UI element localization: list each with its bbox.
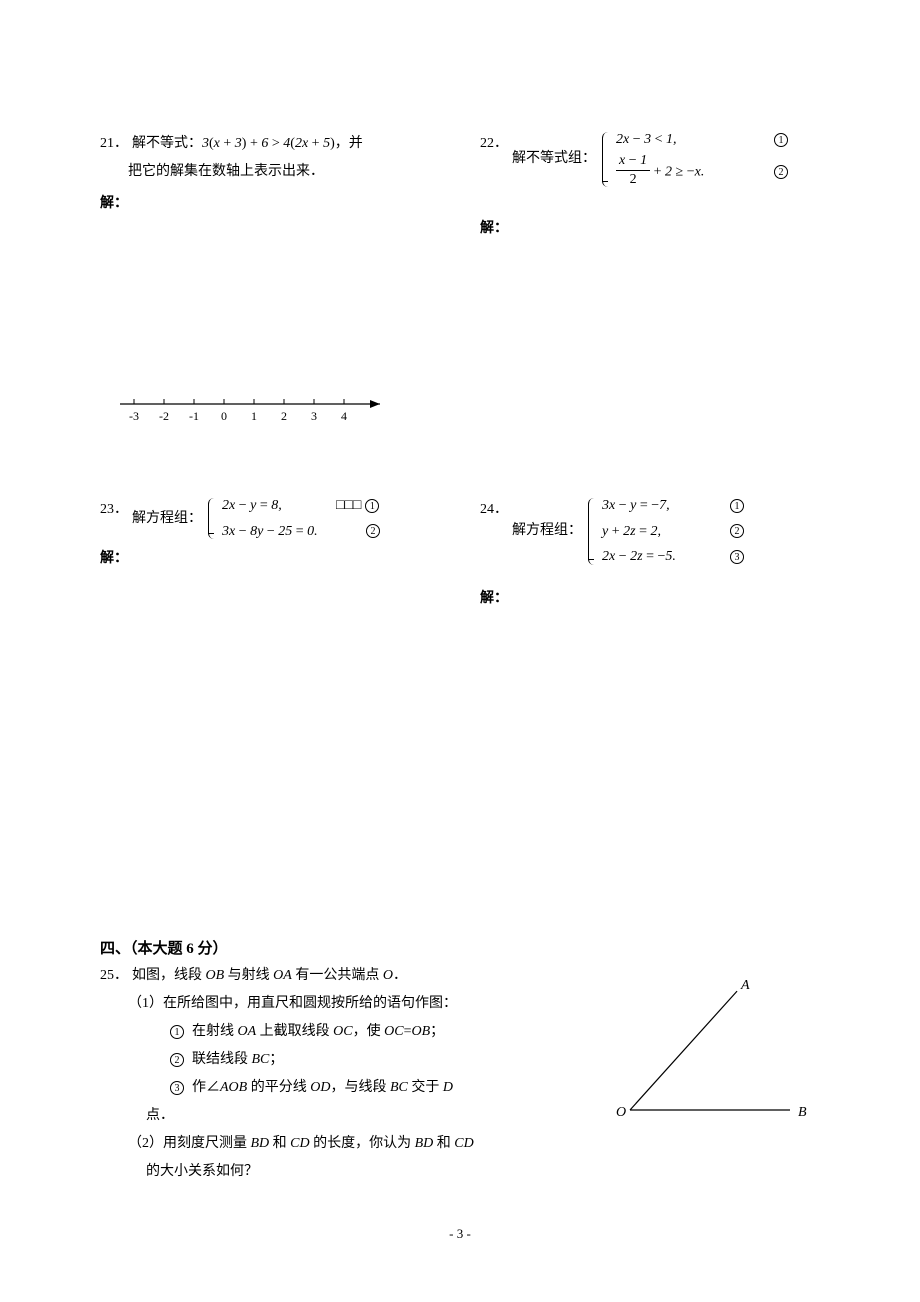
svg-text:O: O <box>616 1105 626 1120</box>
q22-eq2: x − 12 + 2 ≥ −x. <box>616 156 756 189</box>
q22-system: 2x − 3 < 1, 1 x − 12 + 2 ≥ −x. 2 <box>602 130 788 189</box>
row-q21-q22: 21． 解不等式：3(x + 3) + 6 > 4(2x + 5)，并 把它的解… <box>100 130 820 426</box>
q24-circ3: 3 <box>730 550 744 564</box>
page-footer: - 3 - <box>0 1226 920 1242</box>
q21-body: 解不等式：3(x + 3) + 6 > 4(2x + 5)，并 <box>132 130 440 158</box>
q22-body: 解不等式组： 2x − 3 < 1, 1 x − 12 + 2 ≥ <box>512 130 820 189</box>
q21-prefix: 解不等式： <box>132 136 202 151</box>
q23: 23． 解方程组： 2x − y = 8, □□□ 1 3x − 8y <box>100 496 440 607</box>
svg-text:3: 3 <box>311 409 317 423</box>
svg-text:-1: -1 <box>189 409 199 423</box>
q25-figure: A O B <box>610 960 810 1130</box>
q21-line2: 把它的解集在数轴上表示出来． <box>128 158 324 186</box>
q25-part2: （2）用刻度尺测量 BD 和 CD 的长度，你认为 BD 和 CD <box>100 1130 820 1158</box>
q24: 24． 解方程组： 3x − y = −7, 1 y + 2z = 2, 2 2x … <box>480 496 820 607</box>
svg-text:-2: -2 <box>159 409 169 423</box>
q25-number: 25． <box>100 962 128 990</box>
number-line: -3 -2 -1 0 1 2 3 4 <box>120 392 440 426</box>
q23-answer-label: 解： <box>100 547 440 567</box>
q23-boxes: □□□ <box>336 496 361 516</box>
q21-expr: 3(x + 3) + 6 > 4(2x + 5) <box>202 136 335 151</box>
q24-system: 3x − y = −7, 1 y + 2z = 2, 2 2x − 2z = −5.… <box>588 496 744 567</box>
q22-answer-label: 解： <box>480 217 820 237</box>
q24-answer-label: 解： <box>480 587 820 607</box>
q22-circ2: 2 <box>774 165 788 179</box>
q22-prefix: 解不等式组： <box>512 145 596 173</box>
row-q23-q24: 23． 解方程组： 2x − y = 8, □□□ 1 3x − 8y <box>100 496 820 607</box>
q23-body: 解方程组： 2x − y = 8, □□□ 1 3x − 8y − 25 = 0… <box>132 496 440 541</box>
svg-text:2: 2 <box>281 409 287 423</box>
q24-eq1: 3x − y = −7, <box>602 496 712 516</box>
svg-text:-3: -3 <box>129 409 139 423</box>
q23-circ2: 2 <box>366 524 380 538</box>
q24-number: 24． <box>480 496 508 524</box>
q22-circ1: 1 <box>774 133 788 147</box>
q24-body: 解方程组： 3x − y = −7, 1 y + 2z = 2, 2 2x − 2z… <box>512 496 820 567</box>
q23-prefix: 解方程组： <box>132 505 202 533</box>
q22: 22． 解不等式组： 2x − 3 < 1, 1 x − 12 <box>480 130 820 426</box>
q22-number: 22． <box>480 130 508 158</box>
q21: 21． 解不等式：3(x + 3) + 6 > 4(2x + 5)，并 把它的解… <box>100 130 440 426</box>
q23-number: 23． <box>100 496 128 524</box>
q22-eq1: 2x − 3 < 1, <box>616 130 756 150</box>
svg-text:0: 0 <box>221 409 227 423</box>
page: 21． 解不等式：3(x + 3) + 6 > 4(2x + 5)，并 把它的解… <box>0 0 920 1302</box>
q24-prefix: 解方程组： <box>512 517 582 545</box>
q24-eq2: y + 2z = 2, <box>602 522 712 542</box>
q21-answer-label: 解： <box>100 192 440 212</box>
q23-circ1: 1 <box>365 499 379 513</box>
svg-text:A: A <box>740 978 750 993</box>
q21-suffix: ，并 <box>335 136 363 151</box>
q24-eq3: 2x − 2z = −5. <box>602 547 712 567</box>
svg-text:1: 1 <box>251 409 257 423</box>
q23-eq2: 3x − 8y − 25 = 0. <box>222 522 362 542</box>
section4-title: 四、（本大题 6 分） <box>100 937 820 958</box>
q25-part2b: 的大小关系如何？ <box>100 1158 820 1186</box>
q23-system: 2x − y = 8, □□□ 1 3x − 8y − 25 = 0. 2 <box>208 496 380 541</box>
svg-text:4: 4 <box>341 409 347 423</box>
svg-text:B: B <box>798 1105 807 1120</box>
q24-circ2: 2 <box>730 524 744 538</box>
q24-circ1: 1 <box>730 499 744 513</box>
number-line-svg: -3 -2 -1 0 1 2 3 4 <box>120 392 400 426</box>
q21-number: 21． <box>100 130 128 158</box>
q23-eq1: 2x − y = 8, <box>222 496 332 516</box>
